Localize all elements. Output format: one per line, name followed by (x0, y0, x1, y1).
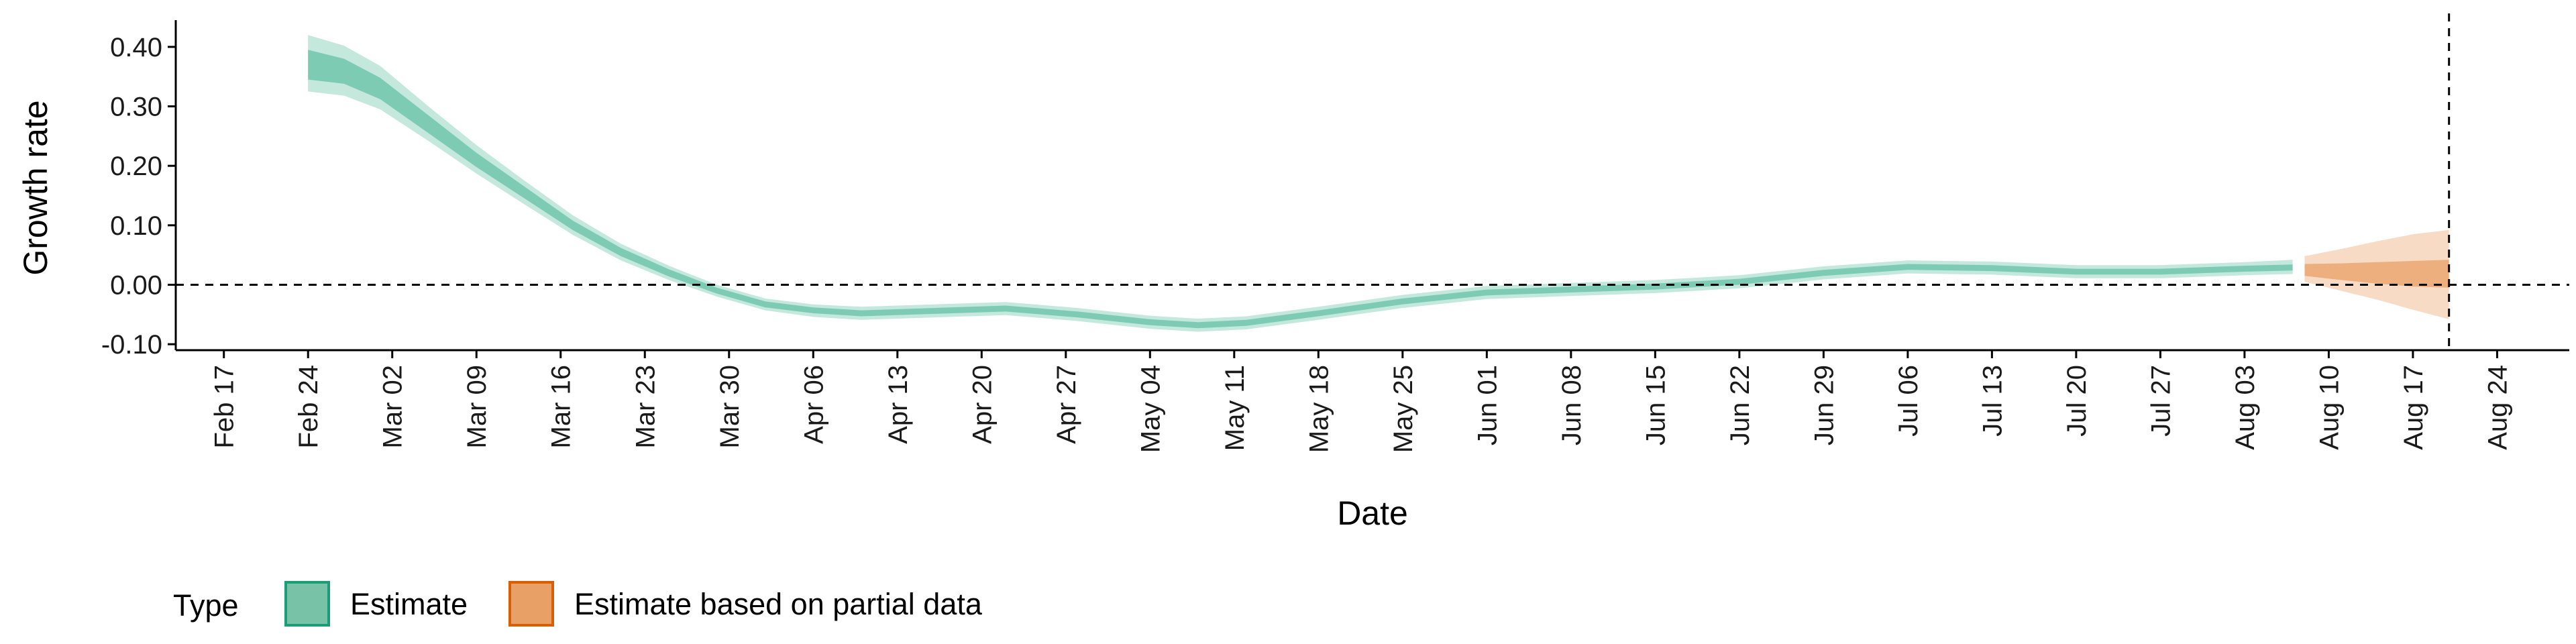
inner-band (2304, 260, 2449, 288)
x-tick-label: Apr 20 (967, 365, 997, 444)
legend: Type Estimate Estimate based on partial d… (173, 581, 983, 627)
legend-swatch (508, 581, 554, 627)
x-tick-label: Jun 08 (1557, 365, 1587, 445)
x-tick-label: Aug 24 (2483, 365, 2512, 450)
x-axis-title: Date (1337, 494, 1408, 532)
x-tick-label: Aug 03 (2231, 365, 2260, 450)
x-tick-label: Apr 06 (799, 365, 828, 444)
x-tick-label: Mar 23 (631, 365, 660, 449)
x-tick-label: Feb 17 (210, 365, 239, 449)
legend-label: Estimate (350, 587, 468, 621)
outer-band (308, 35, 2293, 332)
legend-title: Type (173, 588, 239, 623)
x-tick-label: May 18 (1304, 365, 1334, 453)
x-tick-label: Apr 27 (1052, 365, 1081, 444)
y-tick-label: 0.00 (110, 270, 162, 300)
legend-entry-1: Estimate based on partial data (508, 581, 983, 627)
x-tick-label: Jul 27 (2146, 365, 2176, 437)
y-tick-label: 0.20 (110, 152, 162, 181)
x-tick-label: Mar 16 (547, 365, 576, 449)
inner-band (308, 50, 2293, 329)
x-tick-label: Jun 29 (1809, 365, 1839, 445)
x-tick-label: Jun 22 (1725, 365, 1755, 445)
ribbon-layer (308, 35, 2449, 332)
x-tick-label: Mar 02 (378, 365, 408, 449)
x-tick-label: Feb 24 (294, 365, 323, 449)
x-tick-label: Mar 09 (462, 365, 492, 449)
y-ticks: -0.10 0.00 0.10 0.20 0.30 0.40 (101, 33, 176, 360)
x-tick-label: Mar 30 (715, 365, 745, 449)
x-tick-label: May 04 (1136, 365, 1165, 453)
x-tick-label: Jul 20 (2062, 365, 2092, 437)
x-ticks: Feb 17 Feb 24 Mar 02 Mar 09 Mar 16 Mar 23 Mar … (210, 350, 2512, 453)
x-tick-label: May 11 (1220, 365, 1250, 451)
y-tick-label: 0.10 (110, 211, 162, 241)
series-0 (308, 35, 2293, 332)
x-tick-label: Aug 17 (2399, 365, 2428, 450)
x-tick-label: Jun 01 (1472, 365, 1502, 445)
x-tick-label: Aug 10 (2314, 365, 2344, 450)
y-tick-label: 0.30 (110, 93, 162, 122)
legend-entry-0: Estimate (284, 581, 468, 627)
x-tick-label: Jul 13 (1978, 365, 2007, 437)
x-tick-label: Jun 15 (1641, 365, 1670, 445)
legend-label: Estimate based on partial data (574, 587, 983, 621)
legend-swatch (284, 581, 330, 627)
x-tick-label: Apr 13 (883, 365, 913, 444)
y-tick-label: -0.10 (101, 330, 162, 360)
x-tick-label: Jul 06 (1894, 365, 1923, 437)
y-axis-title: Growth rate (17, 100, 54, 275)
reference-lines (176, 13, 2569, 350)
x-tick-label: May 25 (1389, 365, 1418, 453)
axes (174, 20, 2569, 352)
y-tick-label: 0.40 (110, 33, 162, 62)
series-1 (2304, 229, 2449, 319)
